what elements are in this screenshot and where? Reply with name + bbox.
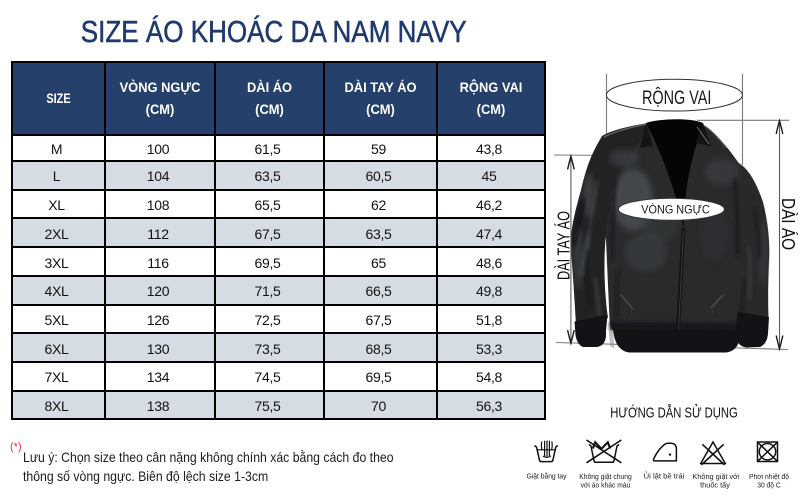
svg-text:HƯỚNG DẪN SỬ DỤNG: HƯỚNG DẪN SỬ DỤNG xyxy=(610,404,737,421)
svg-text:VÒNG NGỰC: VÒNG NGỰC xyxy=(641,203,709,216)
svg-text:Ủi lật bề trái: Ủi lật bề trái xyxy=(644,472,685,481)
svg-text:30 độ C: 30 độ C xyxy=(757,481,781,489)
svg-text:thuốc tẩy: thuốc tẩy xyxy=(700,481,730,490)
svg-text:DÀI ÁO: DÀI ÁO xyxy=(778,198,799,250)
svg-text:Phơi nhiệt độ: Phơi nhiệt độ xyxy=(749,472,789,480)
svg-text:với áo khác màu: với áo khác màu xyxy=(581,481,631,489)
svg-text:Không giặt chung: Không giặt chung xyxy=(579,472,632,480)
svg-text:DÀI TAY ÁO: DÀI TAY ÁO xyxy=(555,211,575,280)
svg-text:Không giặt với: Không giặt với xyxy=(692,472,740,481)
svg-text:RỘNG VAI: RỘNG VAI xyxy=(642,87,711,108)
svg-text:Giặt bằng tay: Giặt bằng tay xyxy=(526,471,567,480)
